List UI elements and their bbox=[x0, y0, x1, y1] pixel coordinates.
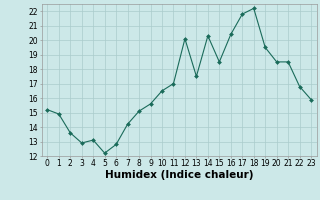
X-axis label: Humidex (Indice chaleur): Humidex (Indice chaleur) bbox=[105, 170, 253, 180]
